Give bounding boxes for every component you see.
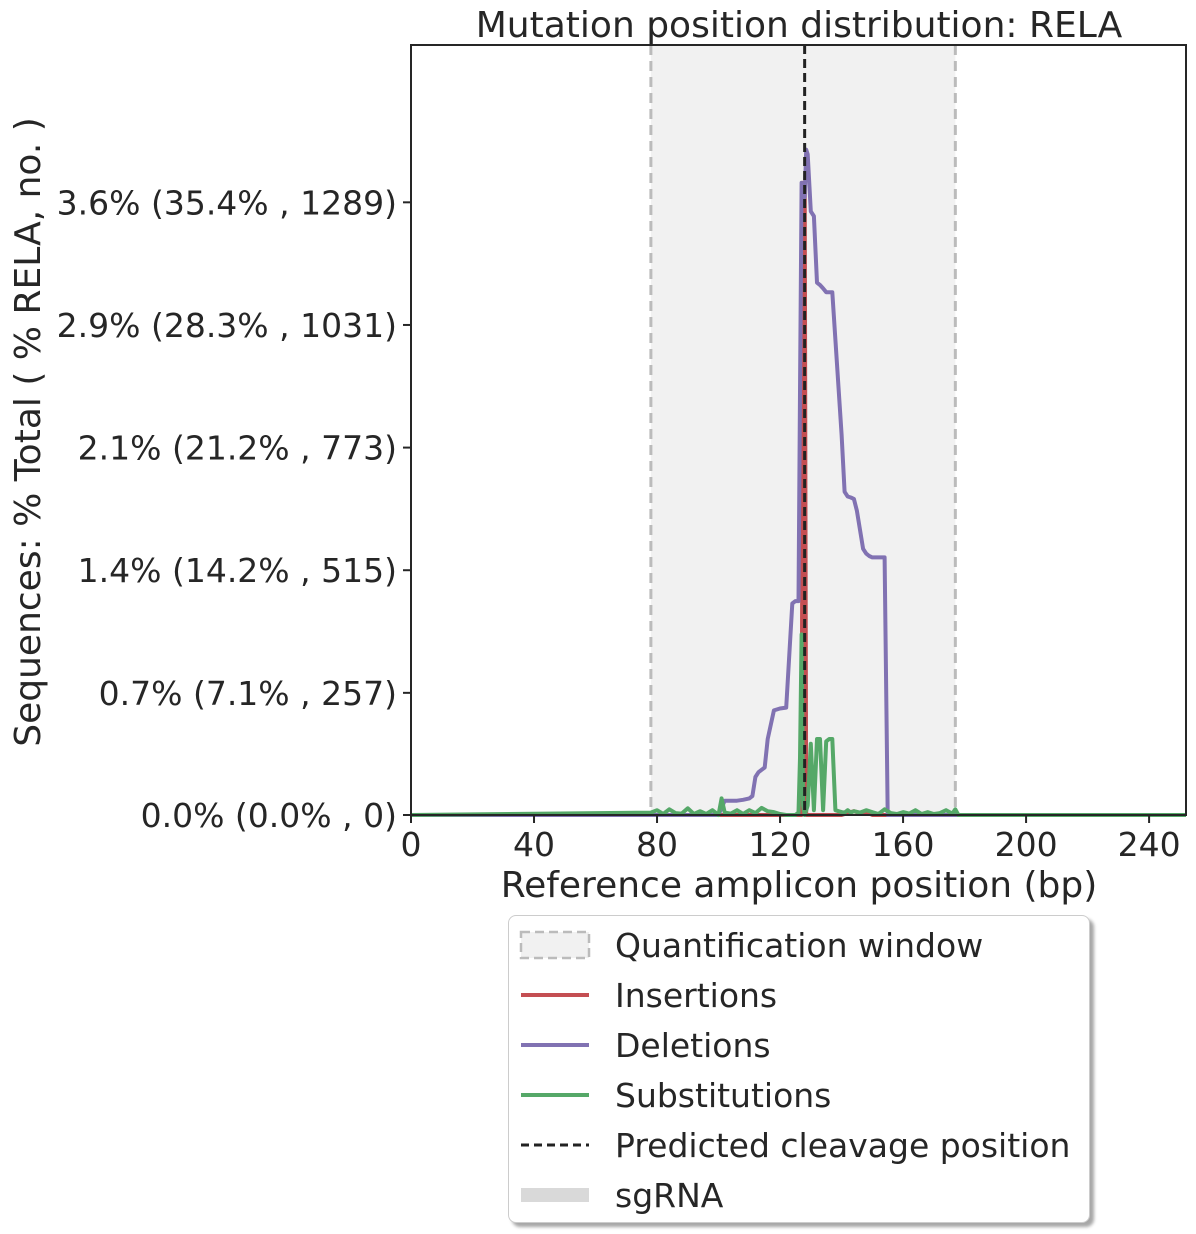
legend-label: Insertions — [615, 976, 778, 1015]
series-line-substitutions — [410, 632, 1186, 817]
x-tick-label: 200 — [995, 825, 1058, 864]
legend-label: Predicted cleavage position — [615, 1126, 1071, 1165]
legend-item-deletions: Deletions — [509, 1020, 1089, 1070]
y-tick-label: 2.9% (28.3% , 1031) — [57, 306, 397, 345]
legend-label: sgRNA — [615, 1176, 724, 1215]
series-line-deletions — [411, 147, 1186, 817]
x-tick-label: 240 — [1118, 825, 1181, 864]
x-tick-label: 40 — [513, 825, 555, 864]
legend-item-insertions: Insertions — [509, 970, 1089, 1020]
mutation-position-chart: 0 40 80 120 160 200 240 0.0% (0.0% , 0) 0.7% (7.… — [8, 5, 1187, 906]
y-tick-label: 0.0% (0.0% , 0) — [141, 796, 397, 835]
legend-item-substitutions: Substitutions — [509, 1070, 1089, 1120]
x-tick-label: 160 — [872, 825, 935, 864]
legend-label: Quantification window — [615, 926, 984, 965]
x-tick-label: 120 — [749, 825, 812, 864]
y-tick-label: 0.7% (7.1% , 257) — [99, 674, 397, 713]
legend-swatch-insertions — [521, 993, 589, 997]
legend-swatch-cleavage — [521, 1143, 589, 1147]
legend-swatch-sgrna — [521, 1188, 589, 1202]
legend-item-sgrna: sgRNA — [509, 1170, 1089, 1220]
y-tick-label: 1.4% (14.2% , 515) — [78, 551, 397, 590]
legend-swatch-deletions — [521, 1043, 589, 1047]
x-tick-label: 80 — [636, 825, 678, 864]
legend-swatch-window — [519, 930, 591, 960]
legend-item-quantification-window: Quantification window — [509, 920, 1089, 970]
legend-item-cleavage: Predicted cleavage position — [509, 1120, 1089, 1170]
chart-title: Mutation position distribution: RELA — [476, 5, 1123, 46]
y-tick-label: 2.1% (21.2% , 773) — [78, 429, 397, 468]
y-axis-label: Sequences: % Total ( % RELA, no. ) — [8, 117, 49, 747]
x-axis-label: Reference amplicon position (bp) — [501, 865, 1098, 906]
plot-frame — [410, 44, 1187, 816]
legend-swatch-substitutions — [521, 1093, 589, 1097]
x-tick-label: 0 — [401, 825, 422, 864]
legend-label: Deletions — [615, 1026, 771, 1065]
chart-legend: Quantification window Insertions Deletio… — [508, 915, 1090, 1223]
legend-label: Substitutions — [615, 1076, 832, 1115]
y-tick-label: 3.6% (35.4% , 1289) — [57, 183, 397, 222]
